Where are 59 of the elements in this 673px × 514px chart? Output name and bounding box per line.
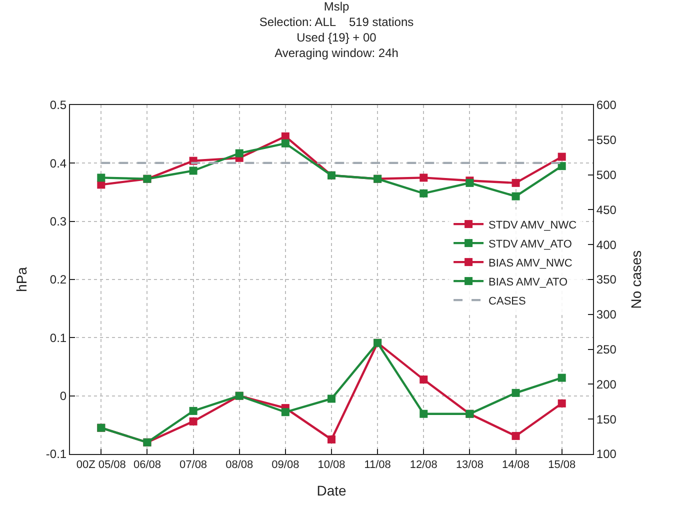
y2-axis-title: No cases [628, 250, 644, 309]
point [189, 166, 198, 175]
y-tick-label: 0.2 [50, 272, 67, 287]
x-tick-label: 07/08 [180, 459, 208, 472]
point [512, 192, 520, 200]
x-tick-label: 12/08 [410, 459, 438, 472]
x-tick-label: 15/08 [548, 459, 576, 472]
point [420, 410, 428, 418]
point [558, 152, 566, 161]
y-tick-label: 0 [60, 389, 67, 404]
y2-tick-label: 400 [596, 238, 617, 252]
y2-tick-label: 350 [596, 272, 617, 287]
y2-tick-label: 550 [596, 133, 617, 148]
y2-tick-label: 450 [596, 202, 617, 217]
y2-tick-label: 600 [596, 98, 617, 112]
point [558, 374, 566, 382]
point [558, 399, 566, 408]
x-tick-label: 11/08 [364, 459, 391, 472]
y2-tick-label: 250 [596, 342, 617, 356]
legend-label: CASES [488, 295, 526, 308]
x-tick-label: 13/08 [456, 459, 484, 472]
legend-label: BIAS AMV_NWC [488, 257, 572, 270]
x-tick-label: 09/08 [272, 459, 300, 472]
x-tick-label: 06/08 [133, 459, 161, 472]
y2-tick-label: 150 [596, 412, 617, 426]
x-tick-label: 14/08 [502, 459, 530, 472]
point [512, 388, 520, 397]
y-axis-title: hPa [14, 266, 30, 292]
point [328, 394, 336, 403]
point [189, 417, 198, 426]
point [97, 174, 106, 182]
x-tick-label: 00Z 05/08 [76, 459, 126, 472]
y-tick-label: 0.4 [50, 156, 67, 170]
y-tick-label: 0.1 [50, 330, 67, 345]
legend-label: STDV AMV_NWC [488, 219, 577, 232]
point [281, 139, 290, 148]
y2-tick-label: 300 [596, 308, 617, 322]
y-tick-label: 0.3 [50, 214, 67, 229]
point [328, 435, 336, 444]
x-tick-label: 08/08 [226, 459, 254, 472]
point [420, 174, 428, 182]
y-tick-label: -0.1 [46, 447, 67, 462]
y-tick-label: 0.5 [50, 98, 67, 112]
point [420, 376, 428, 384]
chart-title: Mslp Selection: ALL 519 stations Used {19} + 00 Averaging window: 24h [259, 0, 414, 60]
point [235, 149, 244, 158]
y2-tick-label: 200 [596, 377, 617, 392]
point [512, 432, 520, 440]
x-tick-label: 10/08 [318, 459, 346, 472]
point [189, 406, 198, 415]
point [558, 162, 566, 170]
x-axis-title: Date [316, 482, 346, 498]
y2-tick-label: 500 [596, 168, 617, 182]
legend-label: STDV AMV_ATO [488, 238, 572, 250]
y2-tick-label: 100 [596, 447, 617, 462]
point [420, 189, 428, 198]
legend-label: BIAS AMV_ATO [488, 276, 568, 288]
point [281, 408, 290, 416]
point [512, 178, 520, 187]
